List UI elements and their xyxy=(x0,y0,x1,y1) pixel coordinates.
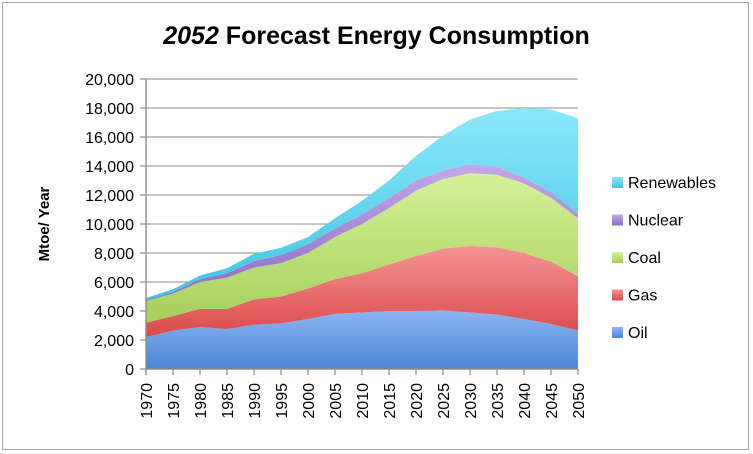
legend-item-renewables: Renewables xyxy=(612,175,716,192)
x-tick-label: 2030 xyxy=(463,383,480,419)
legend-label: Coal xyxy=(628,250,661,267)
legend-label: Renewables xyxy=(628,175,716,192)
chart-title: 2052 Forecast Energy Consumption xyxy=(0,22,753,51)
axes xyxy=(140,78,579,375)
chart-title-text: Forecast Energy Consumption xyxy=(218,22,590,50)
y-tick-label: 6,000 xyxy=(94,275,134,292)
x-tick-label: 2040 xyxy=(517,383,534,419)
legend-label: Nuclear xyxy=(628,213,684,230)
area-series xyxy=(146,108,578,369)
x-tick-labels: 1970 1975 1980 1985 1990 1995 2000 2005 2010 2015… xyxy=(139,383,588,419)
x-tick-label: 1970 xyxy=(139,383,156,419)
y-axis-label: Mtoe/ Year xyxy=(36,186,53,261)
y-tick-label: 18,000 xyxy=(85,101,134,118)
chart-title-year: 2052 xyxy=(163,22,219,50)
y-tick-label: 8,000 xyxy=(94,246,134,263)
x-tick-label: 1995 xyxy=(274,383,291,419)
legend-swatch xyxy=(612,214,623,226)
area-gas xyxy=(146,245,578,338)
area-oil xyxy=(146,310,578,369)
legend-swatch xyxy=(612,177,623,188)
legend-item-oil: Oil xyxy=(612,325,648,342)
x-tick-label: 1990 xyxy=(247,383,264,419)
x-tick-label: 2005 xyxy=(328,383,345,419)
area-coal xyxy=(146,173,578,323)
legend-item-nuclear: Nuclear xyxy=(612,213,684,230)
y-tick-label: 16,000 xyxy=(85,130,134,147)
legend-swatch xyxy=(612,252,623,263)
x-tick-label: 2020 xyxy=(409,383,426,419)
legend-item-coal: Coal xyxy=(612,250,661,267)
x-tick-label: 1975 xyxy=(166,383,183,419)
area-nuclear xyxy=(146,164,578,301)
legend-label: Gas xyxy=(628,288,657,305)
y-tick-label: 12,000 xyxy=(85,188,134,205)
legend-label: Oil xyxy=(628,325,648,342)
x-tick-label: 2000 xyxy=(301,383,318,419)
legend-item-gas: Gas xyxy=(612,288,657,305)
x-tick-label: 2015 xyxy=(382,383,399,419)
y-tick-label: 4,000 xyxy=(94,304,134,321)
y-tick-labels: 0 2,000 4,000 6,000 8,000 10,000 12,000 14,000 1… xyxy=(85,72,134,379)
x-tick-label: 2050 xyxy=(571,383,588,419)
y-tick-label: 20,000 xyxy=(85,72,134,89)
area-renewables xyxy=(146,108,578,301)
y-tick-label: 14,000 xyxy=(85,159,134,176)
legend: Renewables Nuclear Coal Gas Oil xyxy=(612,175,716,342)
legend-swatch xyxy=(612,289,623,301)
x-tick-label: 2025 xyxy=(436,383,453,419)
legend-swatch xyxy=(612,327,623,338)
x-tick-label: 1980 xyxy=(193,383,210,419)
y-tick-label: 0 xyxy=(125,362,134,379)
y-tick-label: 2,000 xyxy=(94,333,134,350)
x-tick-label: 2010 xyxy=(355,383,372,419)
x-tick-label: 2045 xyxy=(544,383,561,419)
x-tick-label: 1985 xyxy=(220,383,237,419)
x-tick-label: 2035 xyxy=(490,383,507,419)
y-tick-label: 10,000 xyxy=(85,217,134,234)
